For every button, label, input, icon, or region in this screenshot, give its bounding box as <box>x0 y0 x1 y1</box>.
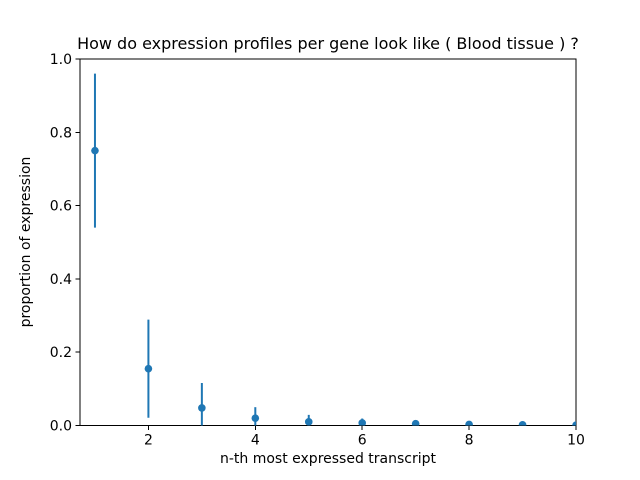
data-point-marker <box>518 420 527 426</box>
y-tick-label: 0.8 <box>50 125 72 141</box>
x-tick-label: 8 <box>465 433 474 449</box>
data-point-marker <box>358 419 367 426</box>
data-point-marker <box>411 419 420 426</box>
data-point-marker <box>91 146 99 155</box>
x-tick-label: 2 <box>144 433 153 449</box>
data-point-marker <box>465 420 473 426</box>
y-tick-label: 0.4 <box>50 272 72 288</box>
chart-title: How do expression profiles per gene look… <box>77 34 579 53</box>
y-tick-label: 0.2 <box>50 345 72 361</box>
x-tick-label: 4 <box>251 433 260 449</box>
x-tick-label: 6 <box>358 433 367 449</box>
data-point-marker <box>144 364 153 373</box>
x-axis-label: n-th most expressed transcript <box>220 451 437 467</box>
data-point-marker <box>304 418 313 426</box>
data-point-marker <box>572 421 576 426</box>
axes-spines <box>79 58 577 426</box>
y-axis-label: proportion of expression <box>18 157 34 328</box>
data-point-marker <box>198 404 206 412</box>
data-point-marker <box>251 414 260 422</box>
series-layer <box>91 73 576 426</box>
y-tick-label: 1.0 <box>50 52 72 68</box>
axes-layer <box>79 58 577 426</box>
y-tick-label: 0.0 <box>50 419 72 435</box>
x-tick-label: 10 <box>567 433 585 449</box>
ticks-layer: 2 4 6 8 10 0.0 0.2 0.4 0.6 0.8 1.0 <box>50 52 585 449</box>
y-tick-label: 0.6 <box>50 199 72 215</box>
